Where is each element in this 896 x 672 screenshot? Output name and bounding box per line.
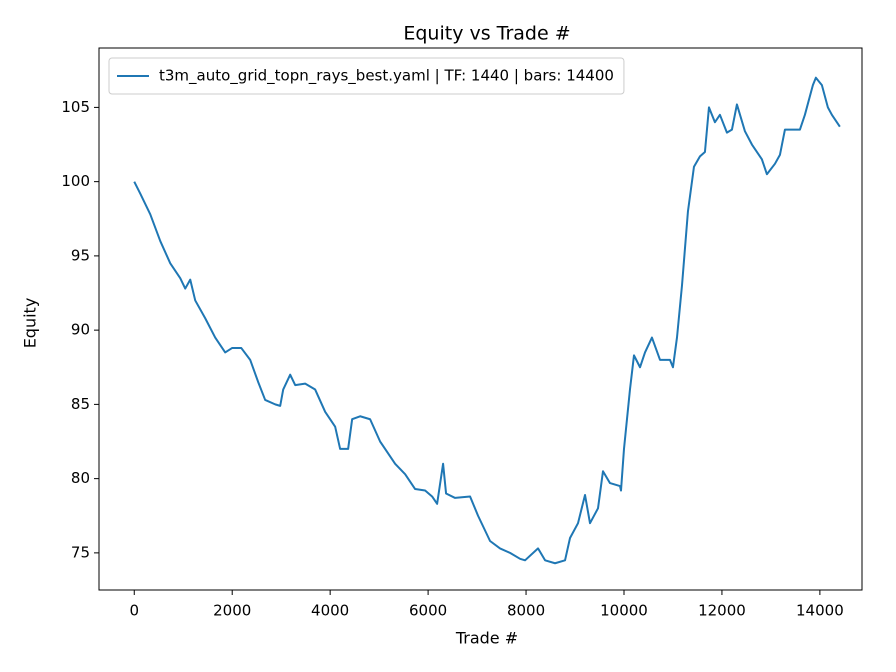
legend-label: t3m_auto_grid_topn_rays_best.yaml | TF: … (159, 67, 614, 86)
y-tick-label: 90 (71, 321, 90, 339)
x-axis-label: Trade # (455, 629, 518, 648)
plot-frame (98, 47, 863, 591)
x-tick-label: 12000 (698, 602, 746, 620)
y-axis-label: Equity (21, 298, 40, 349)
x-tick-label: 4000 (311, 602, 349, 620)
y-tick-label: 105 (61, 98, 90, 116)
y-tick-label: 85 (71, 395, 90, 413)
x-tick-label: 2000 (213, 602, 251, 620)
x-tick-label: 10000 (600, 602, 648, 620)
y-tick-label: 95 (71, 246, 90, 264)
chart-title: Equity vs Trade # (403, 23, 570, 45)
x-tick-label: 0 (129, 602, 139, 620)
x-tick-label: 6000 (409, 602, 447, 620)
x-tick-label: 14000 (796, 602, 844, 620)
y-tick-label: 100 (61, 172, 90, 190)
legend: t3m_auto_grid_topn_rays_best.yaml | TF: … (108, 57, 625, 95)
legend-box (108, 57, 625, 95)
series-line (133, 76, 841, 565)
x-tick-label: 8000 (507, 602, 545, 620)
y-tick-label: 75 (71, 543, 90, 561)
y-tick-label: 80 (71, 469, 90, 487)
